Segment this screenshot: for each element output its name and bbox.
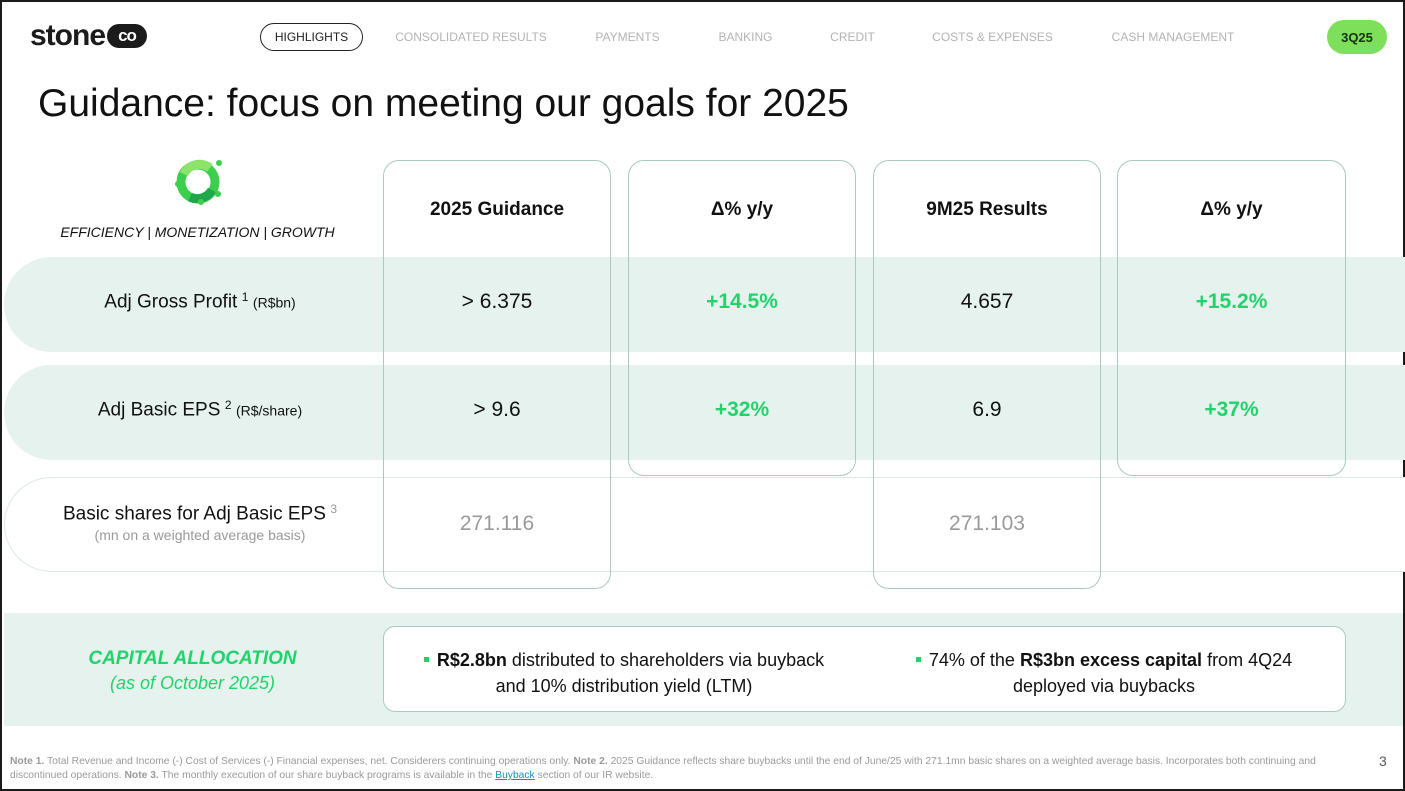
column-box-guidance [383, 160, 611, 589]
buyback-link[interactable]: Buyback [495, 770, 535, 781]
bullet-line2: deployed via buybacks [1012, 676, 1196, 696]
row-band-shares [4, 477, 1405, 572]
capital-allocation-box: R$2.8bn distributed to shareholders via … [383, 626, 1346, 712]
capital-bullet-buyback: R$2.8bn distributed to shareholders via … [404, 647, 844, 699]
gross-profit-guidance-delta: +14.5% [706, 290, 778, 313]
bullet-text: 74% of the [928, 650, 1020, 670]
column-header-results-delta: Δ% y/y [1200, 199, 1263, 220]
note1-label: Note 1. [10, 756, 45, 767]
gross-profit-guidance: > 6.375 [461, 290, 533, 313]
nav-tab-consolidated-results[interactable]: CONSOLIDATED RESULTS [395, 30, 547, 44]
capital-allocation-title: CAPITAL ALLOCATION (as of October 2025) [40, 648, 345, 694]
eps-guidance-delta: +32% [714, 398, 770, 421]
logo-co-badge: co [107, 24, 148, 48]
column-box-guidance-delta [628, 160, 856, 476]
note2-label: Note 2. [573, 756, 608, 767]
row-label-text: Adj Basic EPS [97, 399, 221, 421]
page-number: 3 [1379, 753, 1387, 769]
gross-profit-results: 4.657 [960, 290, 1014, 313]
nav-tab-costs-expenses[interactable]: COSTS & EXPENSES [932, 30, 1053, 44]
bullet-bold: R$2.8bn [436, 650, 507, 670]
eps-results: 6.9 [972, 398, 1002, 421]
shares-results: 271.103 [949, 512, 1025, 535]
nav-tab-banking[interactable]: BANKING [718, 30, 773, 44]
row-label-gross-profit: Adj Gross Profit 1 (R$bn) [20, 290, 380, 313]
column-header-guidance-delta: Δ% y/y [710, 199, 774, 220]
footnote-marker: 2 [224, 398, 232, 412]
page-title: Guidance: focus on meeting our goals for… [38, 82, 849, 125]
bullet-text-end: from 4Q24 [1202, 650, 1293, 670]
note3-text: The monthly execution of our share buyba… [158, 770, 496, 781]
capital-allocation-heading: CAPITAL ALLOCATION [88, 648, 297, 669]
row-unit: (mn on a weighted average basis) [94, 527, 306, 544]
row-label-eps: Adj Basic EPS 2 (R$/share) [20, 398, 380, 421]
note3-end: section of our IR website. [534, 770, 654, 781]
shares-guidance: 271.116 [459, 512, 535, 535]
row-label-text: Basic shares for Adj Basic EPS [62, 503, 326, 525]
capital-allocation-date: (as of October 2025) [109, 673, 276, 693]
row-label-shares: Basic shares for Adj Basic EPS 3 (mn on … [20, 502, 380, 543]
bullet-marker [915, 656, 921, 662]
stoneco-logo[interactable]: stone co [30, 19, 148, 52]
nav-tab-highlights[interactable]: HIGHLIGHTS [260, 23, 363, 51]
logo-word: stone [30, 19, 106, 52]
green-ring-icon [175, 159, 222, 205]
gross-profit-results-delta: +15.2% [1195, 290, 1268, 313]
row-band-gross-profit [4, 257, 1405, 352]
note1-text: Total Revenue and Income (-) Cost of Ser… [44, 756, 574, 767]
eps-guidance: > 9.6 [473, 398, 521, 421]
note3-label: Note 3. [124, 770, 159, 781]
column-header-results: 9M25 Results [926, 199, 1048, 220]
row-unit: (R$/share) [235, 402, 303, 419]
footnote: Note 1. Total Revenue and Income (-) Cos… [10, 755, 1370, 783]
tagline: EFFICIENCY | MONETIZATION | GROWTH [60, 224, 335, 240]
row-band-eps [4, 365, 1405, 460]
bullet-line2: and 10% distribution yield (LTM) [495, 676, 753, 696]
row-unit: (R$bn) [252, 294, 296, 311]
nav-tab-payments[interactable]: PAYMENTS [595, 30, 660, 44]
column-box-results [873, 160, 1101, 589]
nav-tab-credit[interactable]: CREDIT [830, 30, 875, 44]
bullet-bold: R$3bn excess capital [1019, 650, 1203, 670]
footnote-marker: 3 [330, 502, 338, 516]
period-badge[interactable]: 3Q25 [1327, 20, 1387, 54]
column-header-guidance: 2025 Guidance [429, 199, 565, 220]
column-box-results-delta [1117, 160, 1346, 476]
capital-bullet-excess: 74% of the R$3bn excess capital from 4Q2… [894, 647, 1314, 699]
bullet-marker [423, 656, 429, 662]
footnote-marker: 1 [241, 290, 249, 304]
row-label-text: Adj Gross Profit [104, 291, 238, 313]
eps-results-delta: +37% [1204, 398, 1259, 421]
note2-text: 2025 Guidance reflects share buybacks un… [10, 756, 1316, 781]
nav-tab-cash-management[interactable]: CASH MANAGEMENT [1111, 30, 1235, 44]
bullet-text: distributed to shareholders via buyback [506, 650, 825, 670]
